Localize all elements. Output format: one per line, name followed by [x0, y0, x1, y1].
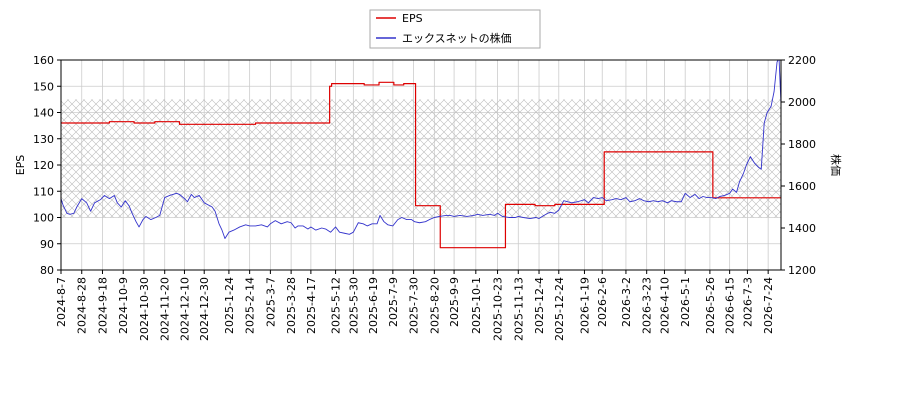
x-tick-label: 2025-3-28 [285, 277, 298, 334]
legend-eps-label: EPS [402, 12, 423, 25]
y-tick-label-left: 80 [40, 264, 54, 277]
x-tick-label: 2025-2-14 [244, 277, 257, 334]
x-tick-label: 2025-4-17 [305, 277, 318, 334]
right-axis: 1200 1400 1600 1800 2000 2200 [781, 54, 816, 277]
y-tick-label-left: 110 [33, 185, 54, 198]
x-tick-label: 2024-12-10 [178, 277, 191, 341]
x-tick-label: 2025-10-23 [492, 277, 505, 341]
x-tick-label: 2024-10-30 [138, 277, 151, 341]
x-tick-label: 2026-5-1 [679, 277, 692, 327]
series-layer [61, 60, 781, 249]
hatched-band [61, 99, 781, 218]
legend-box [369, 9, 541, 49]
x-tick-label: 2025-8-20 [428, 277, 441, 334]
x-tick-label: 2026-6-15 [724, 277, 737, 334]
x-tick-label: 2024-10-9 [117, 277, 130, 334]
y-tick-label-right: 1600 [788, 180, 816, 193]
x-tick-label: 2024-9-18 [96, 277, 109, 334]
x-tick-label: 2025-6-19 [367, 277, 380, 334]
y-tick-label-left: 150 [33, 80, 54, 93]
eps-line [61, 81, 781, 249]
right-axis-label: 株価 [829, 154, 843, 176]
x-axis: 2024-8-7 2024-8-28 2024-9-18 2024-10-9 2024-… [55, 270, 775, 341]
y-tick-label-left: 130 [33, 133, 54, 146]
x-tick-label: 2026-3-2 [620, 277, 633, 327]
y-tick-label-right: 2000 [788, 96, 816, 109]
left-axis: 80 90 100 110 120 130 140 150 160 [33, 54, 61, 277]
x-tick-label: 2025-1-24 [223, 277, 236, 334]
y-tick-label-left: 100 [33, 212, 54, 225]
stock-price-line [61, 60, 781, 239]
y-tick-label-left: 90 [40, 238, 54, 251]
y-tick-label-left: 160 [33, 54, 54, 67]
x-tick-label: 2025-12-24 [553, 277, 566, 341]
x-tick-label: 2026-2-6 [596, 277, 609, 327]
x-tick-label: 2025-10-1 [470, 277, 483, 334]
x-tick-label: 2026-7-24 [762, 277, 775, 334]
x-tick-label: 2026-1-19 [578, 277, 591, 334]
legend-price-label: エックスネットの株価 [402, 31, 512, 45]
y-tick-label-right: 1800 [788, 138, 816, 151]
y-tick-label-right: 2200 [788, 54, 816, 67]
x-tick-label: 2025-11-13 [512, 277, 525, 341]
x-tick-label: 2024-11-20 [159, 277, 172, 341]
x-tick-label: 2025-12-4 [533, 277, 546, 334]
x-tick-label: 2024-12-30 [198, 277, 211, 341]
x-tick-label: 2025-9-9 [448, 277, 461, 327]
y-tick-label-right: 1200 [788, 264, 816, 277]
y-tick-label-left: 140 [33, 107, 54, 120]
x-tick-label: 2026-4-10 [658, 277, 671, 334]
x-tick-label: 2024-8-28 [76, 277, 89, 334]
x-tick-label: 2026-3-23 [641, 277, 654, 334]
x-tick-label: 2025-7-9 [387, 277, 400, 327]
x-tick-label: 2025-5-30 [347, 277, 360, 334]
y-tick-label-left: 120 [33, 159, 54, 172]
x-tick-label: 2025-7-30 [408, 277, 421, 334]
x-tick-label: 2024-8-7 [55, 277, 68, 327]
x-tick-label: 2025-3-7 [264, 277, 277, 327]
x-tick-label: 2025-5-12 [330, 277, 343, 334]
y-tick-label-right: 1400 [788, 222, 816, 235]
legend: EPS エックスネットの株価 [369, 9, 541, 49]
x-tick-label: 2026-5-26 [704, 277, 717, 334]
x-tick-label: 2026-7-3 [741, 277, 754, 327]
left-axis-label: EPS [14, 155, 27, 176]
